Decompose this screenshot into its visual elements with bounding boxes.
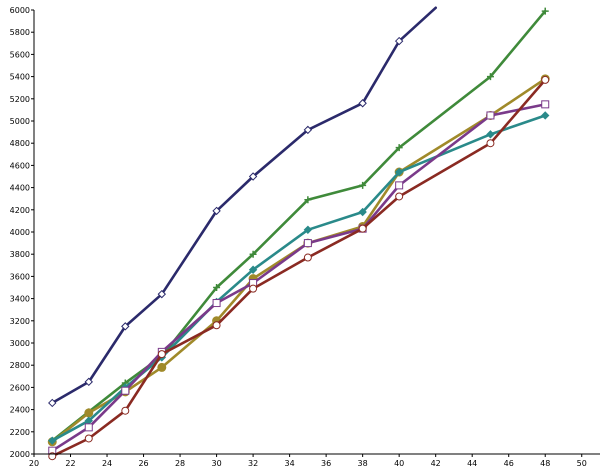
y-tick-label: 5000 bbox=[10, 117, 30, 126]
series-3-point bbox=[248, 265, 258, 274]
series-0-point bbox=[394, 36, 404, 46]
series-5-point bbox=[121, 406, 130, 415]
series-1-point bbox=[395, 144, 403, 152]
y-tick-label: 5600 bbox=[10, 50, 30, 59]
series-0-point bbox=[121, 322, 130, 331]
x-tick-label: 28 bbox=[175, 459, 185, 468]
y-tick-label: 2000 bbox=[10, 450, 30, 459]
series-4-point bbox=[395, 181, 404, 190]
series-5-point bbox=[84, 434, 93, 443]
axes: 2000 2200 2400 2600 2800 3000 3200 3400 3600 3800… bbox=[10, 6, 600, 468]
y-tick-label: 3400 bbox=[10, 295, 30, 304]
series-3-point bbox=[358, 207, 367, 217]
series-0-point bbox=[212, 206, 221, 216]
y-tick-label: 4600 bbox=[10, 161, 30, 170]
series-4-line bbox=[50, 103, 547, 453]
y-tick-label: 5800 bbox=[10, 28, 30, 37]
x-tick-label: 38 bbox=[358, 459, 368, 468]
series-1-point bbox=[541, 7, 549, 15]
series-3-point bbox=[486, 130, 495, 139]
x-tick-label: 30 bbox=[211, 459, 221, 468]
series-0-point bbox=[84, 377, 93, 387]
series-4-point bbox=[212, 299, 221, 308]
x-tick-label: 32 bbox=[248, 459, 258, 468]
series-4-point bbox=[121, 386, 130, 395]
y-tick-label: 4400 bbox=[10, 184, 30, 193]
series-4-point bbox=[84, 423, 93, 432]
y-tick-label: 5400 bbox=[10, 73, 30, 82]
series-0-point bbox=[48, 398, 57, 408]
series-1-point bbox=[486, 73, 494, 81]
series-3-point bbox=[541, 111, 550, 120]
y-tick-label: 3000 bbox=[10, 339, 30, 348]
y-tick-label: 4000 bbox=[10, 228, 30, 237]
x-tick-label: 50 bbox=[577, 459, 587, 468]
series-5-point bbox=[358, 224, 367, 233]
series-0-point bbox=[358, 99, 367, 108]
series-4-point bbox=[303, 239, 312, 248]
x-tick-label: 24 bbox=[102, 459, 112, 468]
y-tick-label: 2600 bbox=[10, 383, 30, 392]
y-tick-label: 3200 bbox=[10, 317, 30, 326]
y-tick-label: 4200 bbox=[10, 206, 30, 215]
series-3-point bbox=[303, 225, 313, 234]
y-tick-label: 4800 bbox=[10, 139, 30, 148]
x-tick-label: 48 bbox=[540, 459, 550, 468]
x-tick-label: 44 bbox=[467, 459, 477, 468]
series-5-point bbox=[486, 139, 495, 148]
series-0-point bbox=[248, 172, 258, 181]
series-1-point bbox=[249, 250, 257, 258]
series-0-point bbox=[157, 289, 167, 299]
series-2-point bbox=[84, 408, 94, 418]
series-4-point bbox=[541, 100, 550, 109]
series-5-point bbox=[157, 350, 166, 359]
x-tick-label: 20 bbox=[29, 459, 39, 468]
series-1-point bbox=[304, 196, 312, 204]
series-1 bbox=[48, 7, 549, 445]
series-2-point bbox=[157, 362, 167, 372]
series-3-point bbox=[48, 436, 57, 445]
x-tick-label: 34 bbox=[285, 459, 295, 468]
series-5 bbox=[48, 75, 550, 461]
y-tick-label: 2800 bbox=[10, 361, 30, 370]
series-1-line bbox=[50, 9, 547, 443]
y-tick-label: 3600 bbox=[10, 272, 30, 281]
series-4-point bbox=[486, 111, 495, 120]
x-tick-label: 40 bbox=[394, 459, 404, 468]
series-1-point bbox=[213, 284, 221, 291]
plot-series bbox=[47, 6, 550, 461]
x-tick-label: 46 bbox=[504, 459, 514, 468]
series-5-point bbox=[212, 321, 221, 330]
series-0-point bbox=[303, 125, 313, 135]
y-tick-label: 2200 bbox=[10, 428, 30, 437]
y-tick-label: 5200 bbox=[10, 95, 30, 104]
series-5-point bbox=[541, 75, 550, 84]
series-5-point bbox=[395, 192, 404, 201]
y-tick-label: 6000 bbox=[10, 6, 30, 15]
y-tick-label: 3800 bbox=[10, 250, 30, 259]
series-1-point bbox=[359, 181, 367, 189]
x-tick-label: 22 bbox=[65, 459, 75, 468]
x-tick-label: 26 bbox=[138, 459, 148, 468]
x-tick-label: 36 bbox=[321, 459, 331, 468]
series-0-line bbox=[50, 6, 438, 405]
series-5-point bbox=[249, 284, 258, 293]
series-3-point bbox=[394, 167, 404, 177]
series-5-point bbox=[303, 253, 312, 262]
x-tick-label: 42 bbox=[431, 459, 441, 468]
y-tick-label: 2400 bbox=[10, 406, 30, 415]
series-0 bbox=[48, 6, 438, 408]
